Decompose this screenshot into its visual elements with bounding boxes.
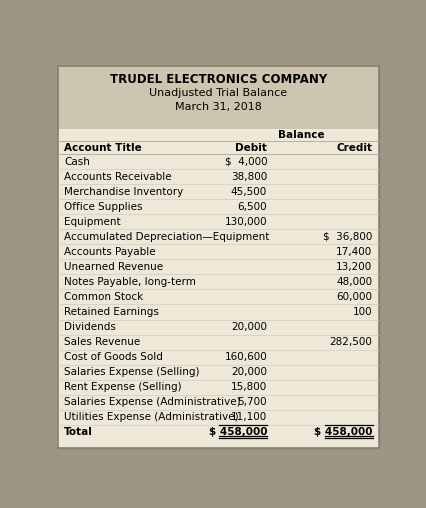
Text: Retained Earnings: Retained Earnings bbox=[64, 307, 159, 317]
Text: TRUDEL ELECTRONICS COMPANY: TRUDEL ELECTRONICS COMPANY bbox=[110, 73, 327, 86]
Text: 13,200: 13,200 bbox=[336, 262, 373, 272]
Text: Accumulated Depreciation—Equipment: Accumulated Depreciation—Equipment bbox=[64, 232, 270, 242]
Text: 160,600: 160,600 bbox=[225, 352, 267, 362]
Text: 20,000: 20,000 bbox=[231, 367, 267, 377]
Text: Notes Payable, long-term: Notes Payable, long-term bbox=[64, 277, 196, 287]
Text: $  4,000: $ 4,000 bbox=[225, 156, 267, 167]
Text: Office Supplies: Office Supplies bbox=[64, 202, 143, 212]
Text: 5,700: 5,700 bbox=[238, 397, 267, 407]
Text: Total: Total bbox=[64, 427, 93, 437]
Text: Salaries Expense (Administrative): Salaries Expense (Administrative) bbox=[64, 397, 241, 407]
Text: Unadjusted Trial Balance: Unadjusted Trial Balance bbox=[149, 88, 288, 99]
Text: 15,800: 15,800 bbox=[231, 382, 267, 392]
Text: Cost of Goods Sold: Cost of Goods Sold bbox=[64, 352, 163, 362]
Text: Salaries Expense (Selling): Salaries Expense (Selling) bbox=[64, 367, 200, 377]
Text: $  36,800: $ 36,800 bbox=[323, 232, 373, 242]
Text: 48,000: 48,000 bbox=[337, 277, 373, 287]
Bar bbox=[58, 129, 379, 448]
Text: Credit: Credit bbox=[337, 143, 373, 152]
Text: 6,500: 6,500 bbox=[238, 202, 267, 212]
Text: 20,000: 20,000 bbox=[231, 322, 267, 332]
Text: 130,000: 130,000 bbox=[225, 217, 267, 227]
Text: Accounts Payable: Accounts Payable bbox=[64, 247, 156, 257]
Text: Debit: Debit bbox=[235, 143, 267, 152]
Text: 38,800: 38,800 bbox=[231, 172, 267, 182]
Text: Equipment: Equipment bbox=[64, 217, 121, 227]
Text: 11,100: 11,100 bbox=[231, 412, 267, 422]
Text: Common Stock: Common Stock bbox=[64, 292, 144, 302]
Text: $ 458,000: $ 458,000 bbox=[314, 427, 373, 437]
Text: March 31, 2018: March 31, 2018 bbox=[175, 102, 262, 112]
Text: Rent Expense (Selling): Rent Expense (Selling) bbox=[64, 382, 182, 392]
Text: Dividends: Dividends bbox=[64, 322, 116, 332]
Text: Account Title: Account Title bbox=[64, 143, 142, 152]
Text: 45,500: 45,500 bbox=[231, 187, 267, 197]
Text: Sales Revenue: Sales Revenue bbox=[64, 337, 140, 347]
Bar bbox=[58, 66, 379, 129]
Text: Accounts Receivable: Accounts Receivable bbox=[64, 172, 172, 182]
Text: Balance: Balance bbox=[278, 130, 325, 140]
Text: Utilities Expense (Administrative): Utilities Expense (Administrative) bbox=[64, 412, 239, 422]
Text: $ 458,000: $ 458,000 bbox=[209, 427, 267, 437]
Text: Merchandise Inventory: Merchandise Inventory bbox=[64, 187, 183, 197]
Text: 282,500: 282,500 bbox=[330, 337, 373, 347]
Text: Unearned Revenue: Unearned Revenue bbox=[64, 262, 163, 272]
Text: 100: 100 bbox=[353, 307, 373, 317]
Text: Cash: Cash bbox=[64, 156, 90, 167]
Text: 60,000: 60,000 bbox=[337, 292, 373, 302]
Text: 17,400: 17,400 bbox=[336, 247, 373, 257]
